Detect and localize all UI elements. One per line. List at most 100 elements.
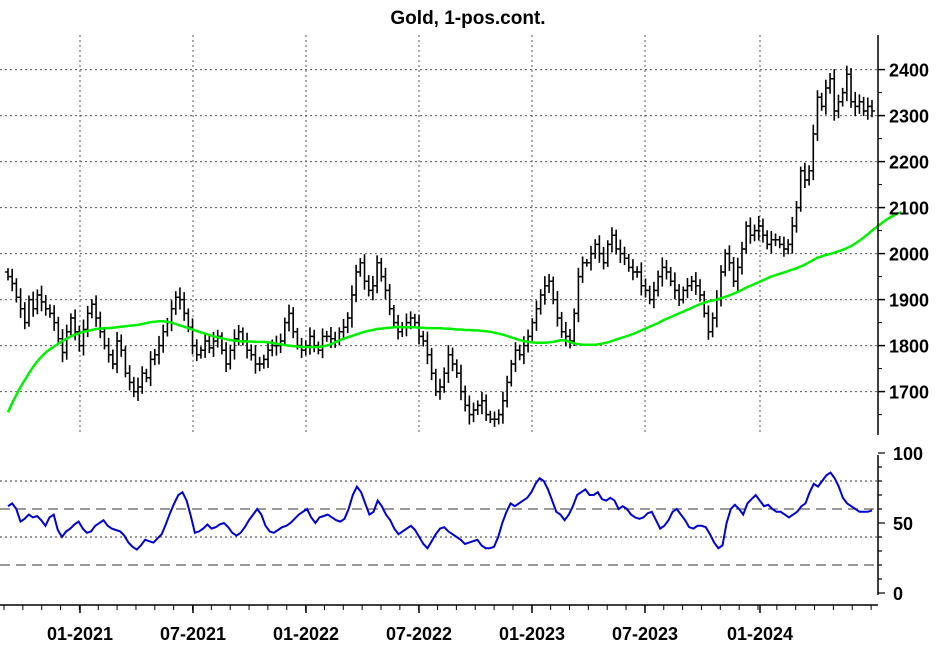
price-bar [755, 216, 762, 241]
price-bar [592, 239, 599, 259]
price-bar [344, 312, 351, 333]
price-bar [449, 347, 456, 372]
price-bar [223, 342, 230, 373]
price-bar [629, 259, 636, 281]
price-bar [51, 305, 58, 331]
price-bar [734, 257, 741, 291]
x-axis: 01-2021 07-2021 01-2022 07-2022 01-2023 07-20… [0, 604, 878, 644]
price-bar [411, 313, 418, 327]
price-bar [646, 285, 653, 305]
price-bar [457, 364, 464, 401]
price-bar [311, 329, 318, 353]
price-bar [42, 295, 49, 316]
price-tick-label: 1800 [889, 337, 929, 357]
price-bar [281, 317, 288, 346]
price-bar [369, 275, 376, 301]
price-bar [55, 316, 62, 345]
price-bar [655, 270, 662, 297]
price-bar [244, 332, 251, 359]
price-bar [197, 346, 204, 359]
price-bar [189, 318, 196, 355]
price-bar [600, 246, 607, 270]
price-bar [38, 285, 45, 312]
price-bar [319, 328, 326, 359]
price-bar [260, 354, 267, 369]
price-bar [80, 319, 87, 356]
price-bar [801, 162, 808, 189]
price-bar [139, 366, 146, 394]
price-bar [688, 275, 695, 292]
price-bar [218, 332, 225, 355]
price-bar [353, 264, 360, 303]
price-bar [231, 329, 238, 360]
price-bar [839, 87, 846, 107]
price-bar [785, 239, 792, 255]
price-bar [118, 334, 125, 357]
price-bar [713, 290, 720, 328]
price-bar [831, 69, 838, 121]
price-bar [206, 335, 213, 354]
price-tick-label: 2200 [889, 153, 929, 173]
price-bar [67, 313, 74, 337]
price-bar [537, 289, 544, 315]
date-tick-label: 01-2023 [499, 624, 565, 644]
price-bar [34, 289, 41, 315]
price-bar [374, 255, 381, 294]
price-bar [709, 312, 716, 338]
date-tick-label: 01-2021 [47, 624, 113, 644]
price-bar [483, 394, 490, 421]
price-bar [88, 299, 95, 319]
price-bar [869, 100, 875, 118]
date-tick-label: 01-2022 [273, 624, 339, 644]
price-bar [705, 305, 712, 340]
price-bar [357, 258, 364, 277]
price-bar [306, 327, 313, 355]
price-bar [671, 272, 678, 300]
price-bar [462, 385, 469, 412]
price-bar [487, 410, 494, 424]
price-bar [474, 400, 481, 415]
price-bar [546, 274, 553, 293]
price-bar [499, 391, 506, 424]
price-bar [160, 324, 167, 353]
price-bar [730, 257, 737, 287]
date-tick-label: 07-2023 [612, 624, 678, 644]
price-bar [172, 291, 179, 315]
price-tick-label: 1900 [889, 291, 929, 311]
price-bar [441, 367, 448, 393]
price-bar [151, 349, 158, 366]
price-bar [109, 349, 116, 370]
price-bar [613, 229, 620, 255]
price-bar [529, 318, 536, 341]
price-bar [697, 279, 704, 302]
price-bar [176, 287, 183, 310]
oscillator-tick-label: 100 [893, 444, 923, 464]
price-bar [554, 291, 561, 327]
price-bar [420, 330, 427, 347]
price-bar [747, 217, 754, 244]
price-bar [428, 347, 435, 381]
price-bar [114, 331, 121, 374]
price-bar [864, 97, 871, 120]
price-bar [764, 230, 771, 250]
price-bar [378, 257, 385, 282]
price-bar [13, 278, 20, 303]
upper-y-axis: 1700 1800 1900 2000 2100 2200 2300 2400 [877, 35, 929, 435]
price-tick-label: 2400 [889, 61, 929, 81]
price-bar [399, 321, 406, 338]
price-bar [361, 254, 368, 290]
price-bar [835, 94, 842, 119]
price-bar [97, 311, 104, 339]
price-bar [659, 257, 666, 287]
price-bar [478, 391, 485, 415]
price-bar [445, 345, 452, 383]
price-bar [684, 278, 691, 299]
price-bar [579, 256, 586, 283]
price-bar [332, 331, 339, 348]
price-bar [667, 267, 674, 287]
price-bar [348, 285, 355, 328]
price-bar [105, 337, 112, 363]
price-bar [843, 65, 850, 102]
price-bar [155, 335, 162, 365]
price-bar [596, 235, 603, 263]
